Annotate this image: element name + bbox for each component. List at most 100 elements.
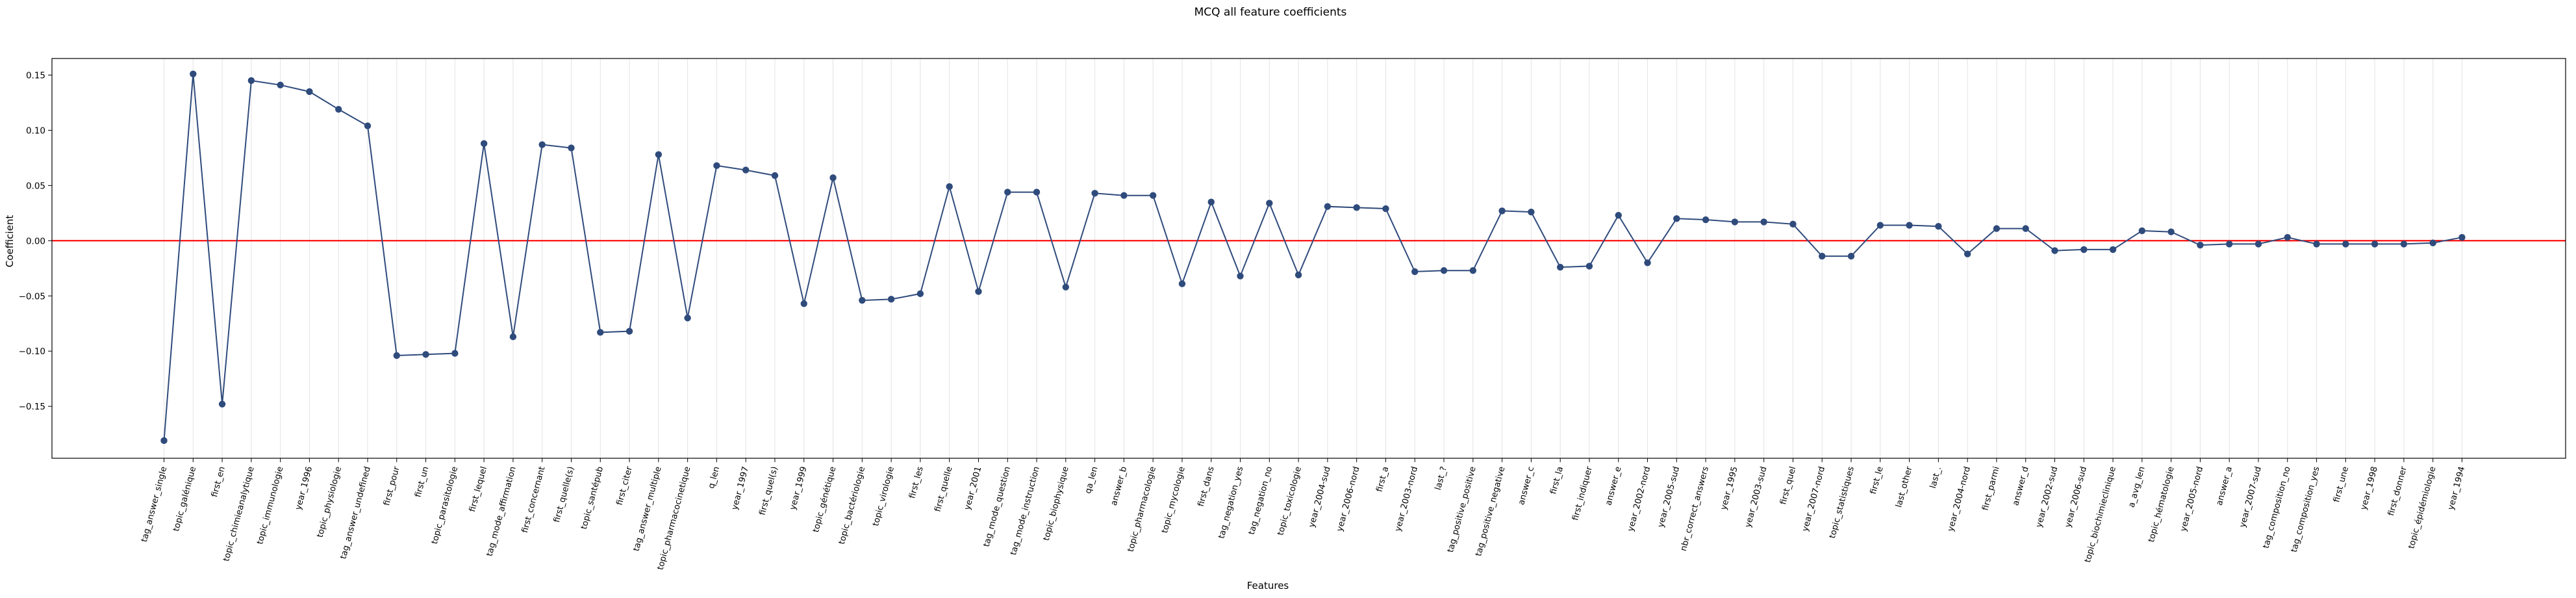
x-tick-label: tag_answer_multiple <box>631 465 663 552</box>
data-point <box>2226 240 2232 247</box>
x-tick-label: topic_mycologie <box>1160 465 1187 534</box>
data-point <box>2110 246 2116 253</box>
data-point <box>1586 263 1593 269</box>
data-point <box>1295 272 1302 278</box>
data-point <box>2284 234 2291 240</box>
data-point <box>1120 192 1127 198</box>
data-point <box>1411 268 1418 275</box>
data-point <box>1557 264 1563 270</box>
data-point <box>248 77 255 84</box>
x-tick-label: first_concernant <box>520 465 548 534</box>
data-point <box>1091 190 1098 196</box>
x-tick-label: first_dans <box>1196 465 1217 508</box>
x-tick-label: year_1997 <box>730 465 751 511</box>
data-point <box>277 82 283 88</box>
x-tick-label: first_quelle <box>933 465 955 513</box>
x-tick-label: year_2006-nord <box>1335 465 1361 532</box>
data-point <box>2371 240 2378 247</box>
data-point <box>2139 228 2145 234</box>
data-point <box>2255 240 2262 247</box>
data-point <box>190 71 196 77</box>
x-tick-label: topic_statistiques <box>1828 465 1856 540</box>
data-point <box>451 350 458 356</box>
data-point <box>713 162 720 169</box>
x-tick-label: topic_parasitologie <box>430 465 460 545</box>
x-tick-label: tag_mode_instruction <box>1009 465 1042 556</box>
data-point <box>160 437 167 444</box>
y-tick-label: 0.05 <box>26 181 45 191</box>
data-point <box>975 288 981 294</box>
data-point <box>917 291 924 297</box>
data-point <box>1935 223 1941 229</box>
x-tick-label: topic_toxicologie <box>1276 465 1304 536</box>
data-point <box>568 144 574 151</box>
data-point <box>1819 253 1825 259</box>
y-axis-label: Coefficient <box>4 215 16 268</box>
x-tick-label: tag_positive_negative <box>1474 465 1507 557</box>
vertical-grid <box>164 58 2462 458</box>
data-point <box>394 352 400 359</box>
data-point <box>859 297 865 304</box>
data-point <box>1760 218 1767 225</box>
x-tick-label: year_2005-sud <box>1656 465 1682 528</box>
data-point <box>742 166 749 173</box>
x-tick-label: tag_negation_no <box>1247 465 1274 536</box>
data-point <box>1498 207 1505 214</box>
x-tick-label: answer_d <box>2011 465 2030 506</box>
data-point <box>1732 218 1738 225</box>
data-point <box>1877 222 1884 228</box>
data-point <box>1528 209 1534 215</box>
data-point <box>2051 247 2058 254</box>
x-tick-label: topic_biophysique <box>1042 465 1071 541</box>
data-point <box>2342 240 2349 247</box>
x-tick-label: year_1996 <box>294 465 314 511</box>
x-tick-label: answer_b <box>1109 465 1129 506</box>
data-point <box>801 300 807 307</box>
data-point <box>1964 251 1971 257</box>
data-point <box>1441 267 1447 274</box>
data-point <box>2430 240 2436 246</box>
x-tick-label: topic_chimieanalytique <box>221 465 256 562</box>
y-tick-label: 0.15 <box>26 70 45 81</box>
series-line <box>164 74 2462 441</box>
x-tick-label: q_len <box>707 465 722 489</box>
x-tick-label: year_2001 <box>963 465 983 511</box>
data-point <box>1266 200 1272 206</box>
data-point <box>1353 204 1359 211</box>
x-tick-label: year_2003-nord <box>1393 465 1420 532</box>
x-tick-label: year_1999 <box>788 465 809 511</box>
data-point <box>335 106 342 112</box>
x-tick-label: year_2007-sud <box>2238 465 2263 528</box>
x-tick-label: topic_biochimieclinique <box>2083 465 2118 564</box>
data-point <box>1906 222 1912 228</box>
data-point <box>2313 240 2319 247</box>
data-point <box>306 88 312 95</box>
x-tick-label: first_parmi <box>1980 465 2001 512</box>
x-tick-label: tag_mode_affirmation <box>485 465 518 557</box>
x-tick-label: last_other <box>1894 465 1914 509</box>
x-axis-label: Features <box>1247 580 1289 592</box>
x-tick-label: first_en <box>210 465 227 498</box>
data-point <box>1063 283 1069 290</box>
x-tick-label: first_une <box>2332 465 2351 503</box>
data-point <box>422 351 429 358</box>
data-point <box>364 122 371 129</box>
x-tick-label: topic_bactériologie <box>837 465 867 545</box>
x-tick-label: first_les <box>907 465 926 500</box>
x-tick-label: a_avg_len <box>2127 465 2147 508</box>
data-point <box>772 172 778 179</box>
data-point <box>655 151 662 158</box>
x-tick-label: year_1994 <box>2446 465 2467 511</box>
data-point <box>1208 199 1215 205</box>
x-tick-label: topic_hématologie <box>2147 465 2177 543</box>
data-point <box>539 141 546 148</box>
data-point <box>1470 267 1476 274</box>
data-point <box>1789 221 1796 228</box>
data-point <box>2197 242 2203 248</box>
y-tick-label: −0.10 <box>19 346 45 357</box>
data-point <box>946 183 952 190</box>
data-point <box>2023 225 2029 231</box>
x-tick-label: first_quel(s) <box>757 465 779 516</box>
x-tick-label: tag_answer_undefined <box>338 465 372 560</box>
data-point <box>2167 229 2174 235</box>
